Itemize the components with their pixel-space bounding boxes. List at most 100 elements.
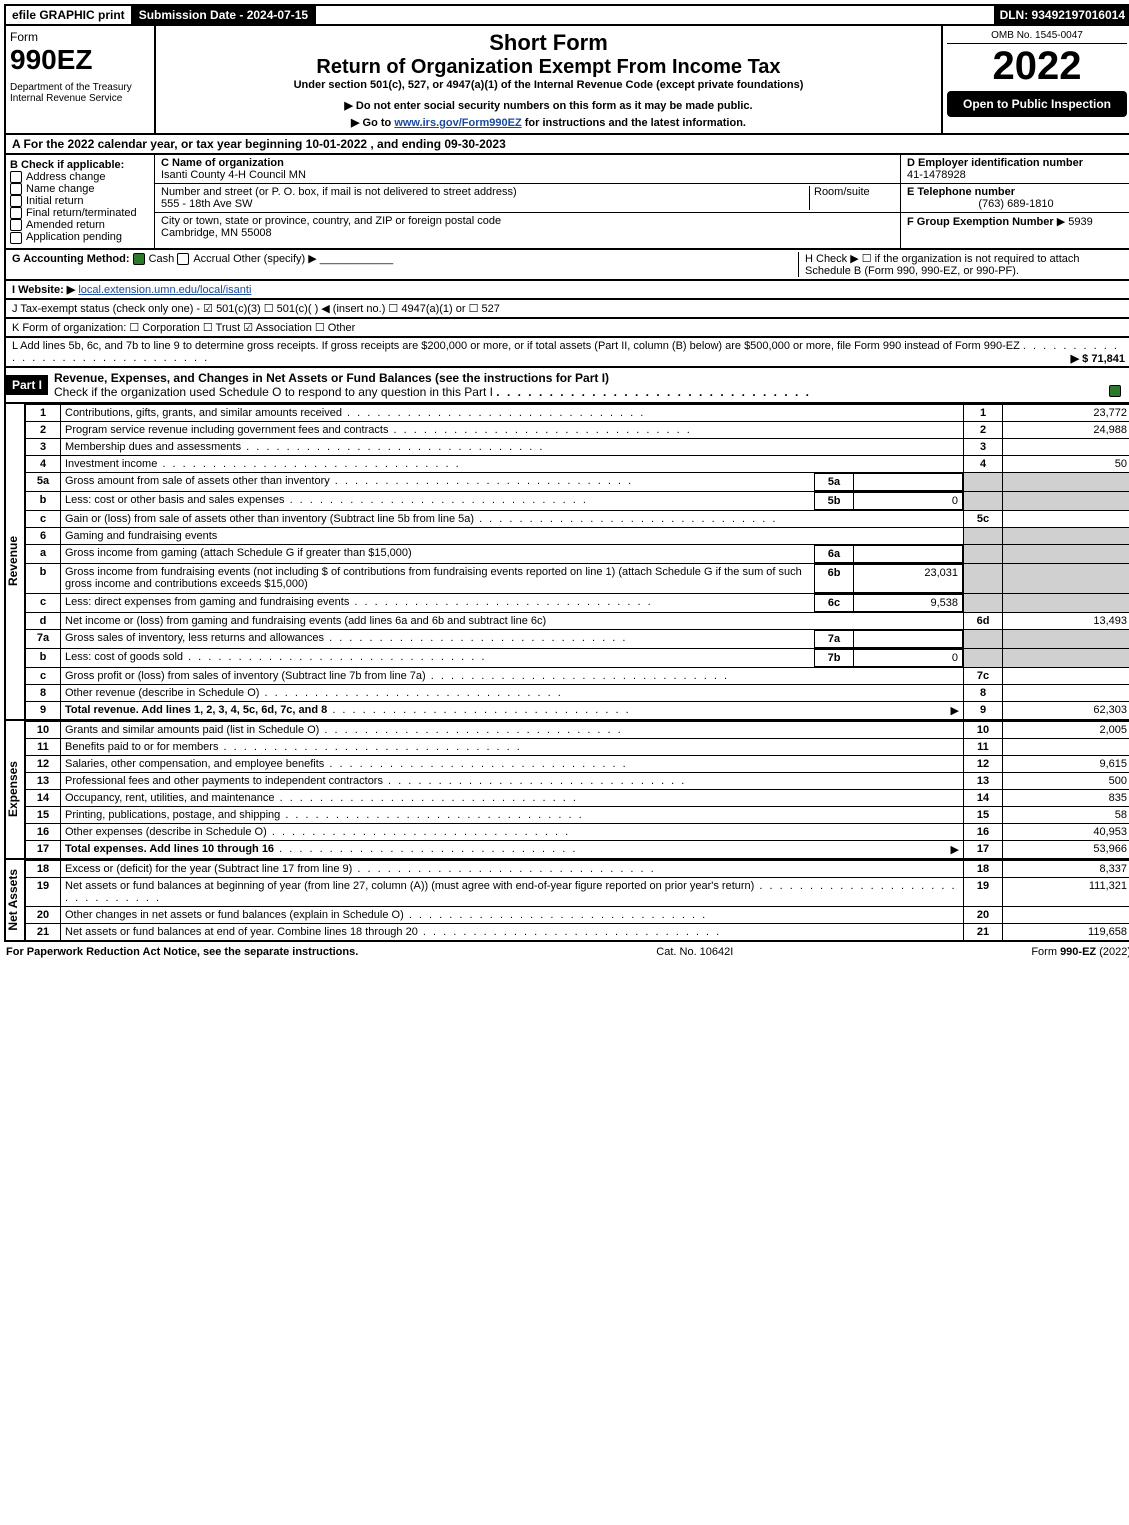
line-7c: cGross profit or (loss) from sales of in… [26, 667, 1129, 684]
line-6: 6Gaming and fundraising events [26, 527, 1129, 544]
row-g-h: G Accounting Method: Cash Accrual Other … [4, 250, 1129, 281]
line-8: 8Other revenue (describe in Schedule O)8 [26, 684, 1129, 701]
expenses-section: Expenses 10Grants and similar amounts pa… [4, 721, 1129, 860]
revenue-vlabel: Revenue [6, 536, 24, 586]
note-ssn: ▶ Do not enter social security numbers o… [160, 99, 937, 112]
b-label: B Check if applicable: [10, 159, 150, 171]
footer-mid: Cat. No. 10642I [656, 946, 733, 958]
section-d: D Employer identification number 41-1478… [901, 155, 1129, 248]
tel-value: (763) 689-1810 [907, 198, 1125, 210]
line-6d: dNet income or (loss) from gaming and fu… [26, 612, 1129, 629]
tel-label: E Telephone number [907, 186, 1125, 198]
expenses-vlabel: Expenses [6, 761, 24, 817]
l-text: L Add lines 5b, 6c, and 7b to line 9 to … [12, 340, 1020, 352]
form-label: Form [10, 30, 150, 44]
c-street-label: Number and street (or P. O. box, if mail… [161, 186, 809, 198]
return-title: Return of Organization Exempt From Incom… [160, 56, 937, 79]
line-2: 2Program service revenue including gover… [26, 421, 1129, 438]
row-l: L Add lines 5b, 6c, and 7b to line 9 to … [4, 338, 1129, 368]
l-amount: ▶ $ 71,841 [1071, 352, 1125, 365]
line-1: 1Contributions, gifts, grants, and simil… [26, 404, 1129, 421]
line-13: 13Professional fees and other payments t… [26, 772, 1129, 789]
row-i: I Website: ▶ local.extension.umn.edu/loc… [4, 281, 1129, 300]
footer-right: Form 990-EZ (2022) [1031, 946, 1129, 958]
line-6c: cLess: direct expenses from gaming and f… [26, 593, 1129, 612]
org-street: 555 - 18th Ave SW [161, 198, 809, 210]
org-name: Isanti County 4-H Council MN [161, 169, 894, 181]
group-value: ▶ 5939 [1057, 216, 1093, 228]
form-number: 990EZ [10, 44, 150, 76]
chk-cash[interactable] [133, 253, 145, 265]
g-label: G Accounting Method: [12, 253, 130, 265]
section-b: B Check if applicable: Address change Na… [6, 155, 155, 248]
line-14: 14Occupancy, rent, utilities, and mainte… [26, 789, 1129, 806]
room-suite-label: Room/suite [809, 186, 894, 210]
row-j: J Tax-exempt status (check only one) - ☑… [4, 300, 1129, 319]
efile-label[interactable]: efile GRAPHIC print [6, 6, 133, 24]
section-c: C Name of organization Isanti County 4-H… [155, 155, 901, 248]
irs-label: Internal Revenue Service [10, 93, 150, 104]
line-5a: 5aGross amount from sale of assets other… [26, 472, 1129, 491]
omb: OMB No. 1545-0047 [947, 30, 1127, 44]
dln: DLN: 93492197016014 [994, 6, 1129, 24]
i-label: I Website: ▶ [12, 284, 75, 296]
line-19: 19Net assets or fund balances at beginni… [26, 877, 1129, 906]
part1-title: Revenue, Expenses, and Changes in Net As… [54, 371, 609, 385]
line-7b: bLess: cost of goods sold7b0 [26, 648, 1129, 667]
dept-label: Department of the Treasury [10, 82, 150, 93]
org-city: Cambridge, MN 55008 [161, 227, 894, 239]
line-4: 4Investment income450 [26, 455, 1129, 472]
top-bar: efile GRAPHIC print Submission Date - 20… [4, 4, 1129, 26]
page-footer: For Paperwork Reduction Act Notice, see … [4, 942, 1129, 962]
chk-amended[interactable]: Amended return [10, 219, 150, 231]
line-18: 18Excess or (deficit) for the year (Subt… [26, 860, 1129, 877]
chk-final[interactable]: Final return/terminated [10, 207, 150, 219]
netassets-section: Net Assets 18Excess or (deficit) for the… [4, 860, 1129, 942]
open-public: Open to Public Inspection [947, 91, 1127, 117]
line-6b: bGross income from fundraising events (n… [26, 563, 1129, 593]
group-label: F Group Exemption Number [907, 216, 1054, 228]
line-16: 16Other expenses (describe in Schedule O… [26, 823, 1129, 840]
revenue-section: Revenue 1Contributions, gifts, grants, a… [4, 404, 1129, 721]
ein-value: 41-1478928 [907, 169, 1125, 181]
chk-name[interactable]: Name change [10, 183, 150, 195]
chk-initial[interactable]: Initial return [10, 195, 150, 207]
footer-left: For Paperwork Reduction Act Notice, see … [6, 946, 358, 958]
line-11: 11Benefits paid to or for members11 [26, 738, 1129, 755]
chk-accrual[interactable] [177, 253, 189, 265]
ein-label: D Employer identification number [907, 157, 1125, 169]
note-goto: ▶ Go to www.irs.gov/Form990EZ for instru… [160, 116, 937, 129]
c-city-label: City or town, state or province, country… [161, 215, 894, 227]
chk-pending[interactable]: Application pending [10, 231, 150, 243]
part1-check: Check if the organization used Schedule … [54, 385, 493, 399]
info-grid: B Check if applicable: Address change Na… [4, 155, 1129, 250]
irs-link[interactable]: www.irs.gov/Form990EZ [394, 117, 521, 129]
line-10: 10Grants and similar amounts paid (list … [26, 721, 1129, 738]
chk-address[interactable]: Address change [10, 171, 150, 183]
row-k: K Form of organization: ☐ Corporation ☐ … [4, 319, 1129, 338]
line-17: 17Total expenses. Add lines 10 through 1… [26, 840, 1129, 859]
line-12: 12Salaries, other compensation, and empl… [26, 755, 1129, 772]
section-h: H Check ▶ ☐ if the organization is not r… [798, 252, 1125, 277]
line-6a: aGross income from gaming (attach Schedu… [26, 544, 1129, 563]
line-3: 3Membership dues and assessments3 [26, 438, 1129, 455]
netassets-vlabel: Net Assets [6, 869, 24, 931]
line-20: 20Other changes in net assets or fund ba… [26, 906, 1129, 923]
part1-label: Part I [6, 375, 48, 395]
line-7a: 7aGross sales of inventory, less returns… [26, 629, 1129, 648]
c-name-label: C Name of organization [161, 157, 894, 169]
section-a: A For the 2022 calendar year, or tax yea… [4, 135, 1129, 155]
part1-header: Part I Revenue, Expenses, and Changes in… [4, 368, 1129, 404]
line-15: 15Printing, publications, postage, and s… [26, 806, 1129, 823]
line-5b: bLess: cost or other basis and sales exp… [26, 491, 1129, 510]
line-5c: cGain or (loss) from sale of assets othe… [26, 510, 1129, 527]
tax-year: 2022 [947, 44, 1127, 89]
website-link[interactable]: local.extension.umn.edu/local/isanti [78, 284, 251, 296]
line-21: 21Net assets or fund balances at end of … [26, 923, 1129, 941]
subtitle: Under section 501(c), 527, or 4947(a)(1)… [160, 79, 937, 91]
submission-date: Submission Date - 2024-07-15 [133, 6, 316, 24]
form-header: Form 990EZ Department of the Treasury In… [4, 26, 1129, 135]
short-form-title: Short Form [160, 30, 937, 56]
line-9: 9Total revenue. Add lines 1, 2, 3, 4, 5c… [26, 701, 1129, 720]
chk-schedule-o[interactable] [1109, 385, 1121, 397]
